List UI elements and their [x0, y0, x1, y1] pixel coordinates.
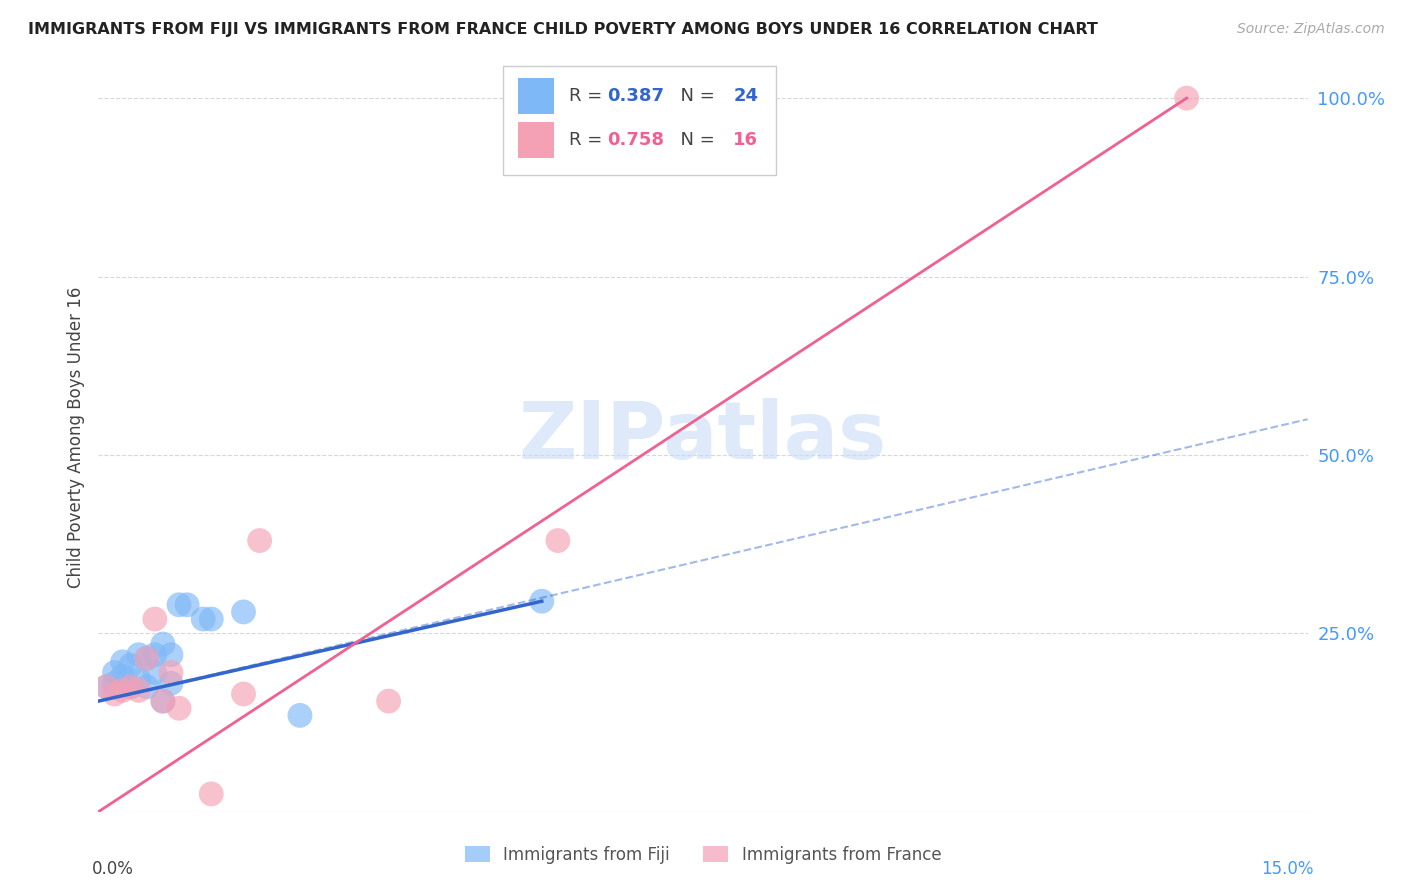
Text: R =: R =: [569, 87, 607, 105]
Point: [143, 665, 166, 680]
Legend: Immigrants from Fiji, Immigrants from France: Immigrants from Fiji, Immigrants from Fr…: [458, 839, 948, 871]
Point: [167, 598, 190, 612]
FancyBboxPatch shape: [517, 121, 554, 158]
Point: [96, 680, 118, 694]
Text: N =: N =: [669, 87, 721, 105]
Text: 0.387: 0.387: [607, 87, 665, 105]
Point: [135, 680, 157, 694]
Point: [128, 673, 150, 687]
Point: [103, 665, 125, 680]
Point: [103, 676, 125, 690]
Text: R =: R =: [569, 130, 607, 149]
Point: [1175, 91, 1198, 105]
Text: 15.0%: 15.0%: [1261, 861, 1313, 879]
Point: [103, 687, 125, 701]
Text: 24: 24: [734, 87, 758, 105]
FancyBboxPatch shape: [503, 66, 776, 175]
Point: [143, 648, 166, 662]
Point: [143, 612, 166, 626]
Point: [152, 694, 174, 708]
Point: [152, 637, 174, 651]
Point: [193, 612, 215, 626]
Text: 0.0%: 0.0%: [93, 861, 134, 879]
FancyBboxPatch shape: [517, 78, 554, 114]
Point: [120, 680, 142, 694]
Point: [200, 612, 222, 626]
Point: [152, 694, 174, 708]
Point: [128, 648, 150, 662]
Text: ZIPatlas: ZIPatlas: [519, 398, 887, 476]
Point: [120, 658, 142, 673]
Point: [111, 669, 134, 683]
Point: [176, 598, 198, 612]
Text: 0.758: 0.758: [607, 130, 665, 149]
Point: [249, 533, 271, 548]
Point: [128, 683, 150, 698]
Text: IMMIGRANTS FROM FIJI VS IMMIGRANTS FROM FRANCE CHILD POVERTY AMONG BOYS UNDER 16: IMMIGRANTS FROM FIJI VS IMMIGRANTS FROM …: [28, 22, 1098, 37]
Point: [288, 708, 311, 723]
Point: [96, 680, 118, 694]
Text: 16: 16: [734, 130, 758, 149]
Y-axis label: Child Poverty Among Boys Under 16: Child Poverty Among Boys Under 16: [66, 286, 84, 588]
Point: [160, 665, 183, 680]
Point: [160, 648, 183, 662]
Text: N =: N =: [669, 130, 721, 149]
Point: [530, 594, 553, 608]
Text: Source: ZipAtlas.com: Source: ZipAtlas.com: [1237, 22, 1385, 37]
Point: [135, 651, 157, 665]
Point: [377, 694, 399, 708]
Point: [111, 683, 134, 698]
Point: [160, 676, 183, 690]
Point: [120, 680, 142, 694]
Point: [135, 651, 157, 665]
Point: [200, 787, 222, 801]
Point: [547, 533, 569, 548]
Point: [232, 687, 254, 701]
Point: [167, 701, 190, 715]
Point: [111, 655, 134, 669]
Point: [232, 605, 254, 619]
